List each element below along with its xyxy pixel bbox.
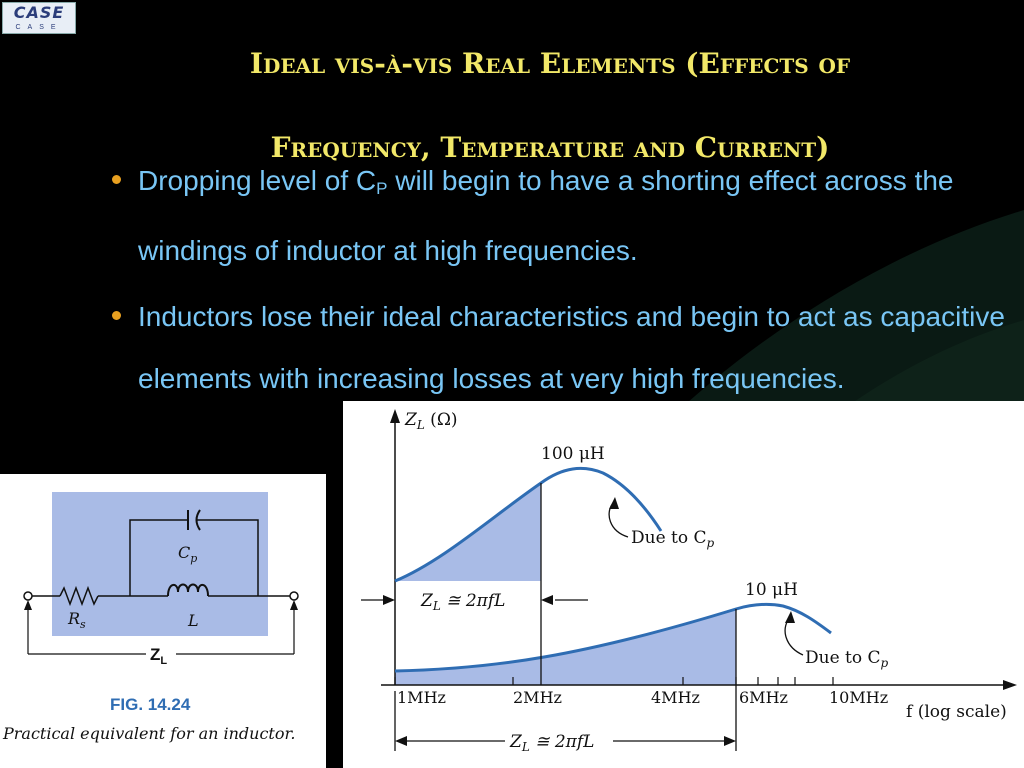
circuit-shaded-box xyxy=(52,492,268,636)
bullet-1-pre: Dropping level of C xyxy=(138,165,377,196)
l-label: L xyxy=(187,611,199,630)
lower-formula-arrowhead-left xyxy=(395,736,407,746)
due-to-arrowhead-1 xyxy=(609,497,619,509)
x-axis-label: f (log scale) xyxy=(906,702,1007,722)
impedance-frequency-figure: 1MHz 2MHz 4MHz 6MHz 10MHz ZL (Ω) f (log … xyxy=(343,401,1024,768)
inductor-coil xyxy=(167,583,209,597)
upper-formula-arrowhead-right xyxy=(541,595,553,605)
x-axis-arrowhead xyxy=(1003,680,1017,690)
bullet-item-1: Dropping level of CP will begin to have … xyxy=(108,150,1020,282)
slide-title-line1: Ideal vis-à-vis Real Elements (Effects o… xyxy=(249,47,851,80)
circuit-diagram: Cp Rs L ZL FIG. 14.24 Practical equivale… xyxy=(2,492,299,743)
cp-wire-right xyxy=(197,519,259,596)
impedance-plot: 1MHz 2MHz 4MHz 6MHz 10MHz ZL (Ω) f (log … xyxy=(361,409,1017,754)
bullet-1-subscript: P xyxy=(376,179,388,198)
lower-formula: ZL ≅ 2πfL xyxy=(509,732,594,754)
upper-formula-arrowhead-left xyxy=(383,595,395,605)
shaded-region-10uh xyxy=(395,609,736,685)
zl-arrowhead-right xyxy=(290,600,298,610)
tick-label-4mhz: 4MHz xyxy=(651,688,700,707)
slide-title-line2: Frequency, Temperature and Current) xyxy=(270,131,830,164)
upper-formula: ZL ≅ 2πfL xyxy=(420,591,505,613)
tick-label-10mhz: 10MHz xyxy=(829,688,888,707)
terminal-right xyxy=(289,591,299,601)
tick-label-6mhz: 6MHz xyxy=(739,688,788,707)
shaded-region-100uh xyxy=(395,483,541,581)
resistor-symbol xyxy=(59,585,99,607)
figure-number: FIG. 14.24 xyxy=(110,695,191,714)
due-to-arrowhead-2 xyxy=(785,611,795,623)
y-axis-arrowhead xyxy=(390,409,400,423)
case-logo: CASE CASE xyxy=(2,2,76,34)
logo-main-text: CASE xyxy=(13,3,65,22)
bullet-list: Dropping level of CP will begin to have … xyxy=(108,150,1020,414)
zl-arrowhead-left xyxy=(24,600,32,610)
due-to-arrow-2 xyxy=(784,618,804,656)
bullet-item-2: Inductors lose their ideal characteristi… xyxy=(108,286,1020,410)
y-axis-label: ZL (Ω) xyxy=(404,410,458,432)
rs-label: Rs xyxy=(67,609,86,631)
lower-formula-arrowhead-right xyxy=(724,736,736,746)
tick-label-1mhz: 1MHz xyxy=(397,688,446,707)
due-to-cp-label-2: Due to Cp xyxy=(805,648,889,670)
curve-100uh xyxy=(394,466,663,583)
figure-caption: Practical equivalent for an inductor. xyxy=(2,724,295,743)
cp-wire-left xyxy=(129,519,188,596)
zl-label: ZL xyxy=(150,645,167,667)
bullet-1-post: will begin to have a shorting effect acr… xyxy=(138,165,954,266)
terminal-left xyxy=(23,591,33,601)
curve-10uh-label: 10 μH xyxy=(745,580,798,600)
curve-100uh-label: 100 μH xyxy=(541,444,605,464)
logo-sub-text: CASE xyxy=(15,24,63,31)
inductor-equivalent-figure: Cp Rs L ZL FIG. 14.24 Practical equivale… xyxy=(0,474,326,768)
due-to-cp-label-1: Due to Cp xyxy=(631,528,715,550)
bullet-2-text: Inductors lose their ideal characteristi… xyxy=(138,301,1005,394)
slide-title: Ideal vis-à-vis Real Elements (Effects o… xyxy=(80,22,1020,190)
cp-label: Cp xyxy=(178,543,197,565)
tick-label-2mhz: 2MHz xyxy=(513,688,562,707)
capacitor-curved-plate xyxy=(195,509,201,531)
